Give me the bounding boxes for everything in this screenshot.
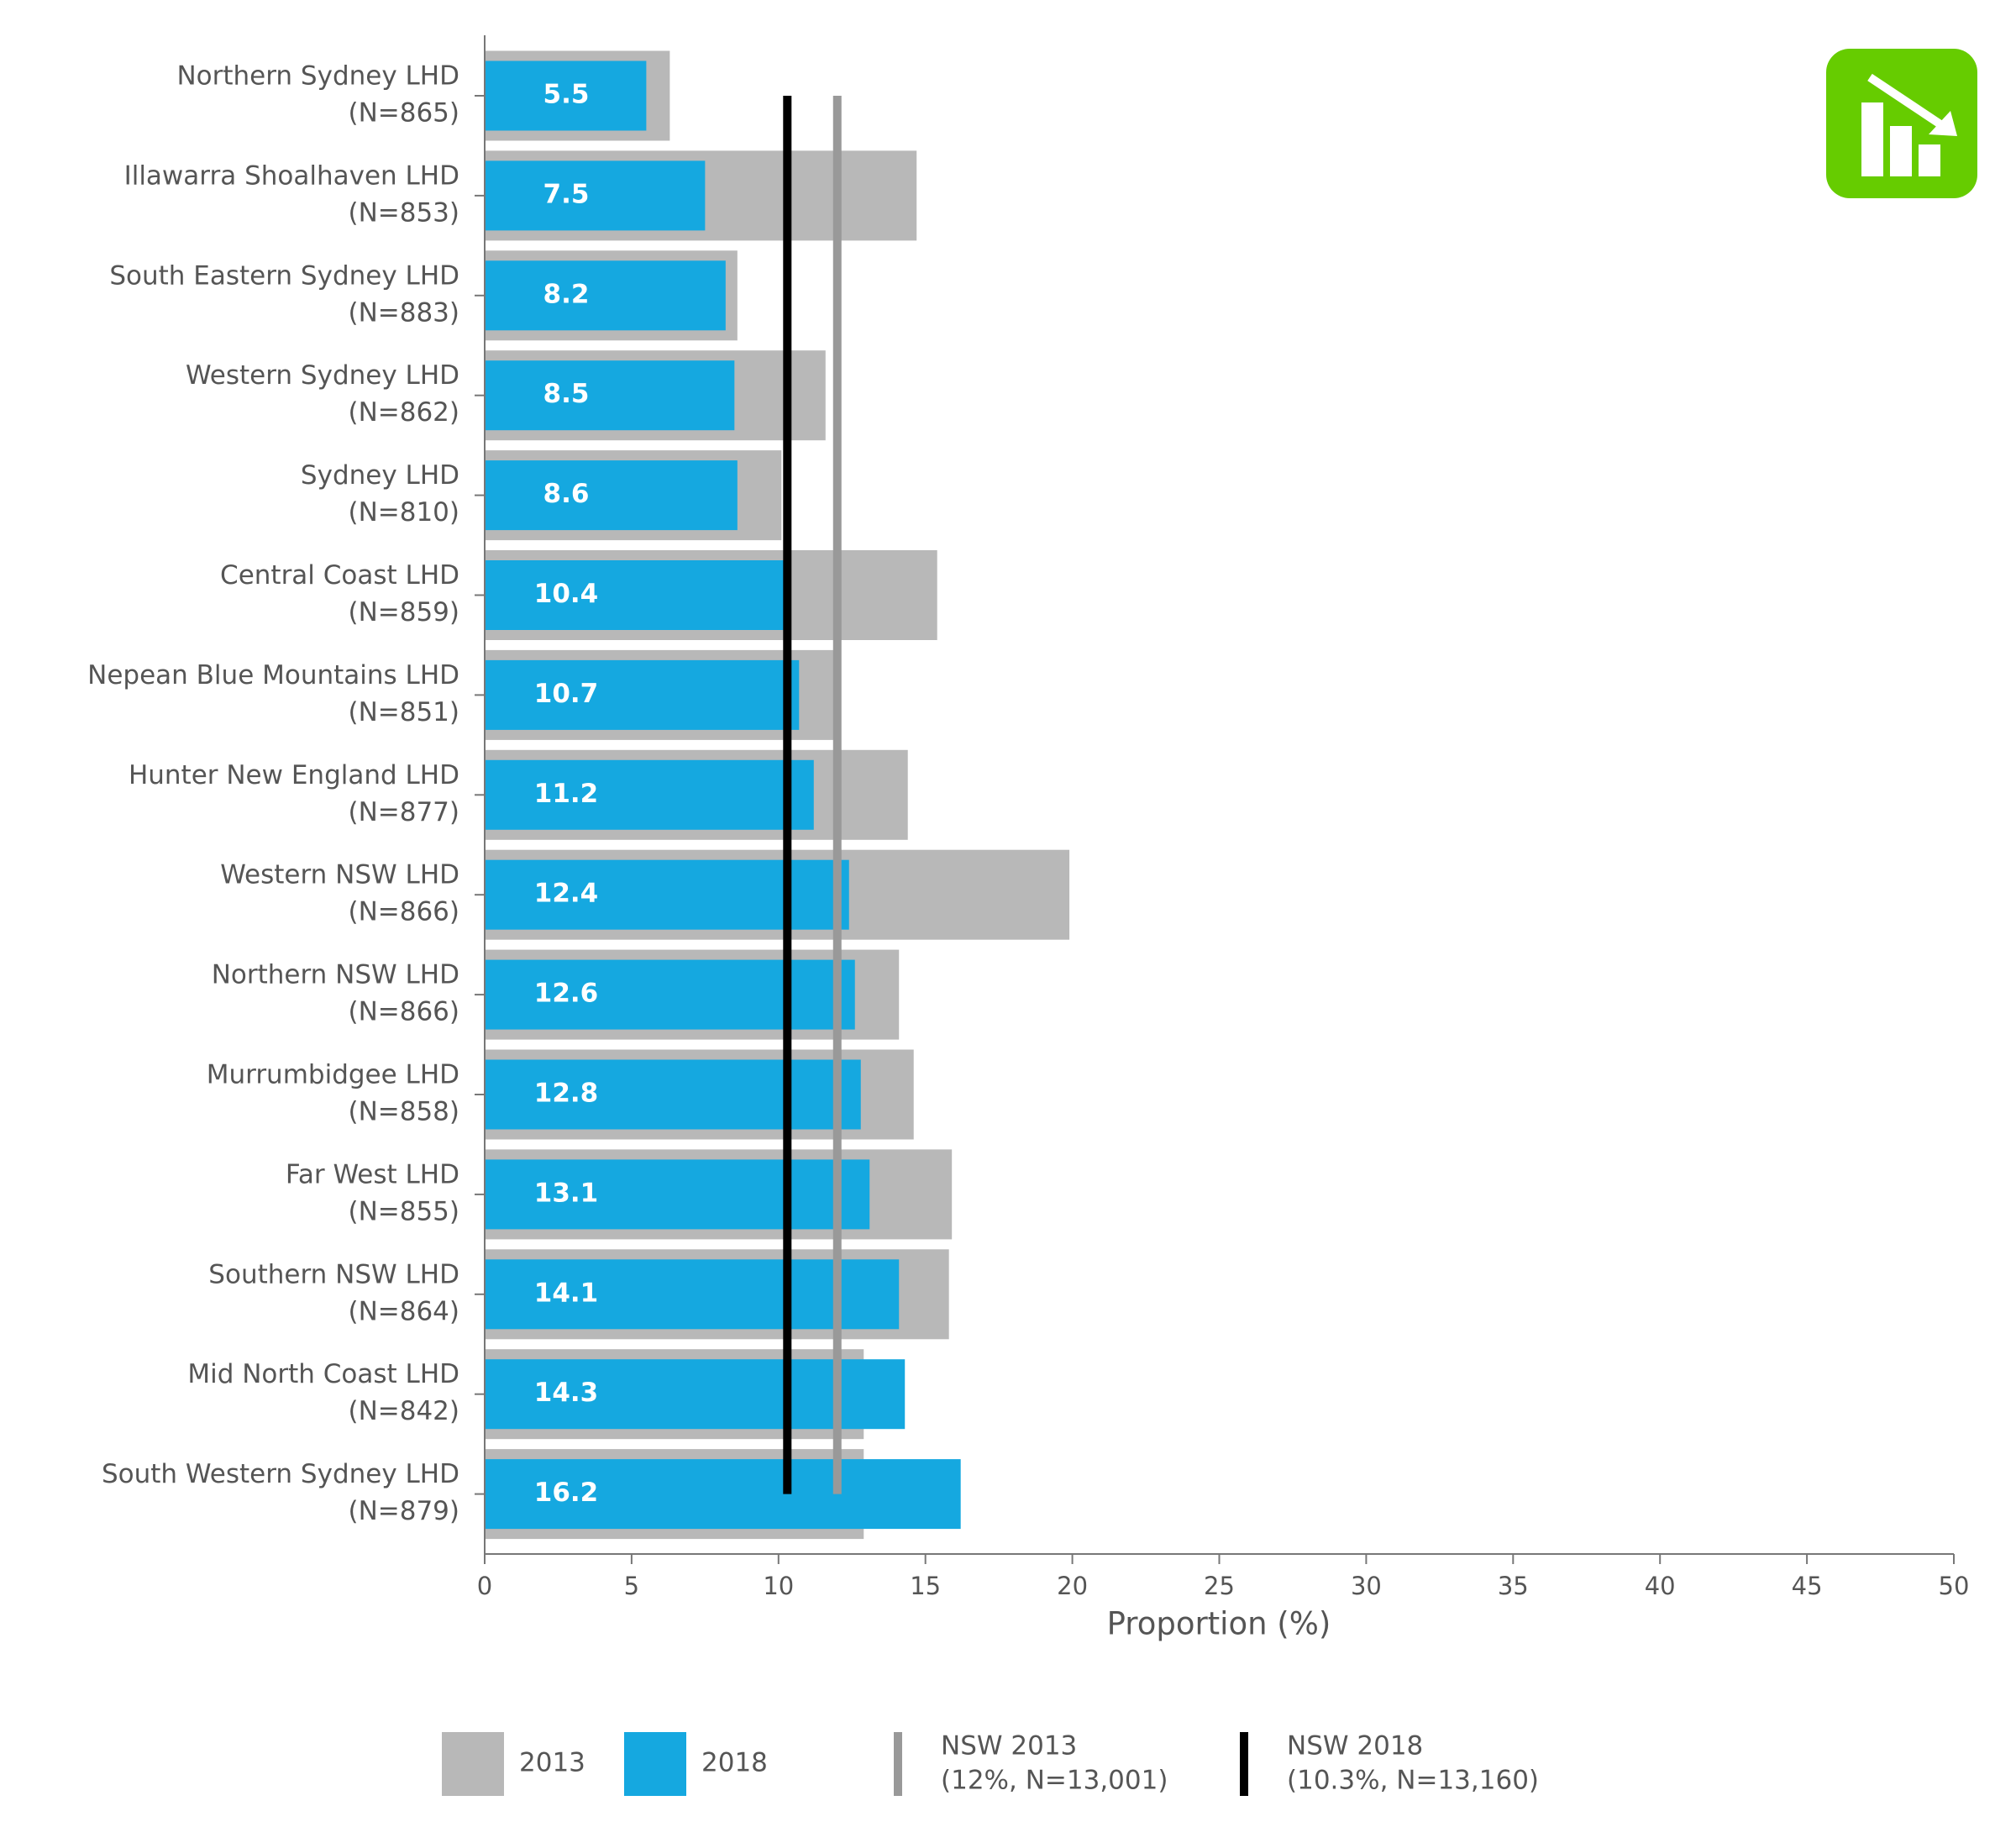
bar: [485, 1459, 961, 1530]
bar: [485, 60, 647, 131]
x-tick-label: 15: [910, 1572, 941, 1600]
y-tick-label: (N=853): [348, 197, 459, 228]
x-tick-label: 20: [1057, 1572, 1088, 1600]
y-tick-label: (N=810): [348, 497, 459, 528]
data-label: 13.1: [534, 1178, 599, 1208]
legend-label: NSW 2018: [1287, 1731, 1423, 1761]
data-label: 11.2: [534, 779, 599, 809]
y-tick-label: (N=864): [348, 1296, 459, 1326]
y-tick-label: Murrumbidgee LHD: [207, 1060, 459, 1090]
legend-label: NSW 2013: [941, 1731, 1077, 1761]
legend-label: 2013: [519, 1748, 585, 1778]
y-tick-label: (N=879): [348, 1496, 459, 1526]
x-axis-title: Proportion (%): [1107, 1606, 1331, 1642]
bar: [485, 1159, 870, 1230]
data-label: 12.4: [534, 879, 599, 909]
y-tick-label: (N=842): [348, 1396, 459, 1426]
y-tick-label: (N=855): [348, 1196, 459, 1226]
x-tick-label: 45: [1792, 1572, 1823, 1600]
bar: [485, 1259, 900, 1330]
x-tick-label: 0: [477, 1572, 492, 1600]
y-tick-label: (N=866): [348, 897, 459, 927]
y-tick-label: Southern NSW LHD: [208, 1259, 459, 1289]
legend-label: (10.3%, N=13,160): [1287, 1766, 1539, 1796]
data-label: 10.4: [534, 579, 599, 609]
legend-label: (12%, N=13,001): [941, 1766, 1168, 1796]
x-tick-label: 5: [624, 1572, 639, 1600]
bar: [485, 659, 800, 730]
bar: [485, 1059, 861, 1130]
x-tick-label: 30: [1351, 1572, 1382, 1600]
y-tick-label: (N=862): [348, 397, 459, 428]
x-tick-label: 25: [1204, 1572, 1235, 1600]
data-label: 7.5: [543, 179, 590, 209]
y-tick-label: Northern NSW LHD: [212, 960, 459, 990]
legend-label: 2018: [701, 1748, 768, 1778]
bar: [485, 759, 814, 830]
y-tick-label: Mid North Coast LHD: [187, 1359, 459, 1389]
y-tick-label: (N=859): [348, 597, 459, 627]
bar: [485, 260, 726, 331]
legend-swatch: [624, 1732, 686, 1796]
y-tick-label: Nepean Blue Mountains LHD: [87, 660, 459, 690]
y-tick-label: (N=866): [348, 997, 459, 1027]
trend-icon: [1826, 49, 1977, 198]
y-tick-label: South Western Sydney LHD: [102, 1459, 459, 1489]
x-tick-label: 50: [1939, 1572, 1970, 1600]
data-label: 12.8: [534, 1079, 599, 1109]
y-tick-label: (N=877): [348, 797, 459, 827]
y-tick-label: (N=858): [348, 1097, 459, 1127]
y-tick-label: (N=883): [348, 297, 459, 328]
y-tick-label: Western Sydney LHD: [186, 360, 459, 391]
bar: [485, 360, 735, 431]
y-tick-label: Far West LHD: [286, 1159, 459, 1189]
y-tick-label: Northern Sydney LHD: [176, 61, 459, 92]
data-label: 16.2: [534, 1478, 599, 1508]
y-tick-label: Central Coast LHD: [220, 560, 459, 591]
y-tick-label: Sydney LHD: [301, 460, 459, 491]
bar: [485, 160, 706, 231]
bar: [485, 460, 738, 531]
data-label: 12.6: [534, 979, 599, 1009]
data-label: 8.6: [543, 479, 590, 509]
y-tick-label: (N=865): [348, 98, 459, 129]
data-label: 8.2: [543, 279, 590, 309]
data-label: 5.5: [543, 80, 590, 110]
y-tick-label: Illawarra Shoalhaven LHD: [124, 160, 459, 191]
data-label: 8.5: [543, 379, 590, 409]
x-tick-label: 10: [763, 1572, 794, 1600]
data-label: 10.7: [534, 679, 599, 709]
data-label: 14.1: [534, 1278, 599, 1308]
y-tick-label: South Eastern Sydney LHD: [109, 260, 459, 291]
data-label: 14.3: [534, 1378, 599, 1408]
y-tick-label: Western NSW LHD: [220, 860, 459, 890]
bar: [485, 560, 790, 630]
bar: [485, 959, 855, 1030]
y-tick-label: Hunter New England LHD: [129, 760, 459, 790]
y-tick-label: (N=851): [348, 697, 459, 727]
legend-swatch: [442, 1732, 504, 1796]
x-tick-label: 35: [1498, 1572, 1529, 1600]
x-tick-label: 40: [1645, 1572, 1676, 1600]
